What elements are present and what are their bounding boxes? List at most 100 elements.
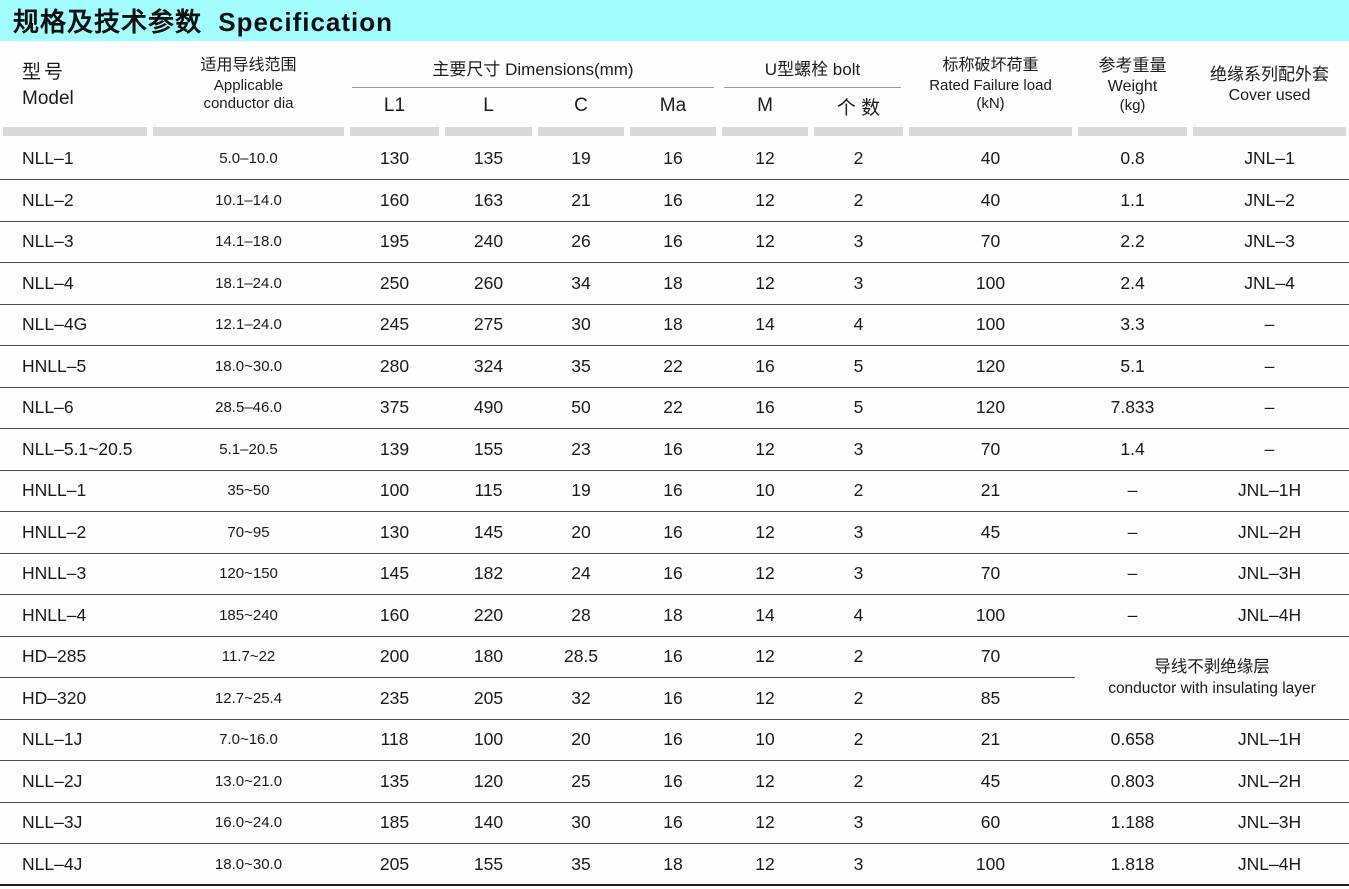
cell-ma: 18 — [627, 303, 719, 346]
header-cover: 绝缘系列配外套 Cover used — [1190, 46, 1349, 124]
table-body: NLL–1 5.0–10.0 130 135 19 16 12 2 40 0.8 JNL–1 NLL–… — [0, 124, 1349, 885]
cell-qty: 2 — [811, 179, 907, 221]
header-load-en: Rated Failure load — [929, 76, 1052, 94]
subheader-qty: 个 数 — [836, 97, 881, 119]
table-row: NLL–1J 7.0~16.0 118 100 20 16 10 2 21 0.658 JNL–1H — [0, 718, 1349, 761]
page-title: 规格及技术参数 Specification — [13, 7, 394, 37]
cell-weight: 1.818 — [1075, 843, 1191, 885]
cell-m: 12 — [719, 843, 811, 885]
cell-c: 19 — [571, 148, 591, 168]
separator-bar — [350, 126, 439, 136]
cell-model: HD–285 — [0, 635, 150, 678]
cell-cover: JNL–1H — [1190, 469, 1349, 512]
table-row: HNLL–3 120~150 145 182 24 16 12 3 70– JNL–3H — [0, 552, 1349, 595]
subheader-ma: Ma — [659, 95, 687, 116]
cell-ma: 22 — [627, 345, 719, 387]
cell-load: 100 — [906, 303, 1076, 346]
separator-bar — [1078, 126, 1188, 136]
separator-bar — [909, 126, 1073, 136]
cell-ma: 16 — [627, 760, 719, 802]
table-row: HNLL–5 18.0~30.0 280 324 35 22 16 5 120 5.1– — [0, 345, 1349, 387]
cell-m: 12 — [755, 148, 775, 168]
subheader-c: C — [574, 95, 588, 116]
cell-qty: 3 — [811, 552, 907, 595]
cell-dia: 11.7~22 — [150, 635, 347, 678]
cell-l1: 135 — [347, 760, 442, 802]
cell-weight: 0.658 — [1075, 718, 1191, 761]
header-bolt-label: U型螺栓 bolt — [724, 55, 902, 88]
merged-note-en: conductor with insulating layer — [1108, 679, 1316, 697]
cell-c: 50 — [535, 386, 627, 429]
cell-cover: JNL–2H — [1190, 760, 1349, 802]
cell-weight: 0.8 — [1120, 148, 1145, 168]
cell-l1: 200 — [347, 635, 442, 678]
header-weight-unit: (kg) — [1119, 96, 1146, 114]
cell-qty: 3 — [811, 262, 907, 304]
cell-qty: 3 — [811, 428, 907, 470]
cell-model: HNLL–4 — [0, 594, 150, 636]
table-header: 型号 Model 适用导线范围 Applicable conductor dia… — [0, 46, 1349, 124]
cell-ma: 16 — [627, 469, 719, 512]
cell-ma: 16 — [627, 511, 719, 553]
header-dimensions-group: 主要尺寸 Dimensions(mm) — [347, 46, 719, 88]
cell-model: HNLL–1 — [0, 469, 150, 512]
cell-cover: JNL–4H — [1190, 843, 1349, 885]
cell-l: 240 — [442, 220, 535, 263]
table-row: HD–285 11.7~22 200 180 28.5 16 12 2 70 导线不剥绝缘层 con… — [0, 635, 1349, 719]
cell-cover: JNL–2 — [1190, 179, 1349, 221]
cell-m: 12 — [719, 179, 811, 221]
cell-qty: 2 — [853, 148, 864, 168]
cell-l: 155 — [442, 428, 535, 470]
cell-l: 155 — [442, 843, 535, 885]
table-row: NLL–3 14.1–18.0 195 240 26 16 12 3 70 2.2 JNL–3 — [0, 220, 1349, 263]
cell-l1: 250 — [347, 262, 442, 304]
cell-weight: – — [1075, 469, 1191, 512]
cell-load: 100 — [906, 843, 1076, 885]
table-row: NLL–1 5.0–10.0 130 135 19 16 12 2 40 0.8 JNL–1 — [0, 138, 1349, 180]
cell-l: 490 — [442, 386, 535, 429]
cell-cover: – — [1190, 303, 1349, 346]
cell-model: NLL–2 — [0, 179, 150, 221]
cell-load: 45 — [906, 760, 1076, 802]
separator-bar — [1193, 126, 1347, 136]
cell-model: NLL–4G — [0, 303, 150, 346]
cell-l1: 160 — [347, 179, 442, 221]
cell-l: 135 — [473, 148, 504, 168]
table-row: NLL–5.1~20.5 5.1–20.5 139 155 23 16 12 3 70 1.4– — [0, 428, 1349, 470]
cell-l: 205 — [442, 677, 535, 719]
separator-bar — [153, 126, 344, 136]
cell-l: 115 — [442, 469, 535, 512]
cell-ma: 16 — [627, 220, 719, 263]
cell-c: 20 — [535, 718, 627, 761]
cell-load: 120 — [906, 345, 1076, 387]
cell-cover: JNL–3 — [1190, 220, 1349, 263]
cell-weight: 5.1 — [1075, 345, 1191, 387]
merged-note-zh: 导线不剥绝缘层 — [1154, 658, 1270, 677]
cell-l1: 280 — [347, 345, 442, 387]
merged-note-cell: 导线不剥绝缘层 conductor with insulating layer — [1075, 635, 1349, 719]
cell-l: 180 — [442, 635, 535, 678]
cell-qty: 3 — [811, 801, 907, 844]
cell-l: 145 — [442, 511, 535, 553]
cell-ma: 16 — [627, 635, 719, 678]
cell-c: 24 — [535, 552, 627, 595]
cell-weight: 2.2 — [1075, 220, 1191, 263]
header-cover-zh: 绝缘系列配外套 — [1210, 64, 1330, 84]
cell-l: 120 — [442, 760, 535, 802]
header-conductor: 适用导线范围 Applicable conductor dia — [150, 46, 347, 124]
cell-m: 14 — [719, 594, 811, 636]
cell-load: 100 — [906, 262, 1076, 304]
cell-qty: 3 — [811, 843, 907, 885]
cell-dia: 12.1–24.0 — [150, 303, 347, 346]
cell-dia: 10.1–14.0 — [150, 179, 347, 221]
separator-bar-cell — [719, 124, 811, 138]
table-row: HNLL–1 35~50 100 115 19 16 10 2 21– JNL–1H — [0, 469, 1349, 512]
cell-m: 12 — [719, 552, 811, 595]
cell-l1: 118 — [347, 718, 442, 761]
separator-bar — [3, 126, 147, 136]
cell-load: 60 — [906, 801, 1076, 844]
cell-l: 275 — [442, 303, 535, 346]
cell-cover: JNL–4H — [1190, 594, 1349, 636]
table-row: NLL–2 10.1–14.0 160 163 21 16 12 2 40 1.1 JNL–2 — [0, 179, 1349, 221]
table-row: NLL–3J 16.0~24.0 185 140 30 16 12 3 60 1.188 JNL–3… — [0, 801, 1349, 844]
